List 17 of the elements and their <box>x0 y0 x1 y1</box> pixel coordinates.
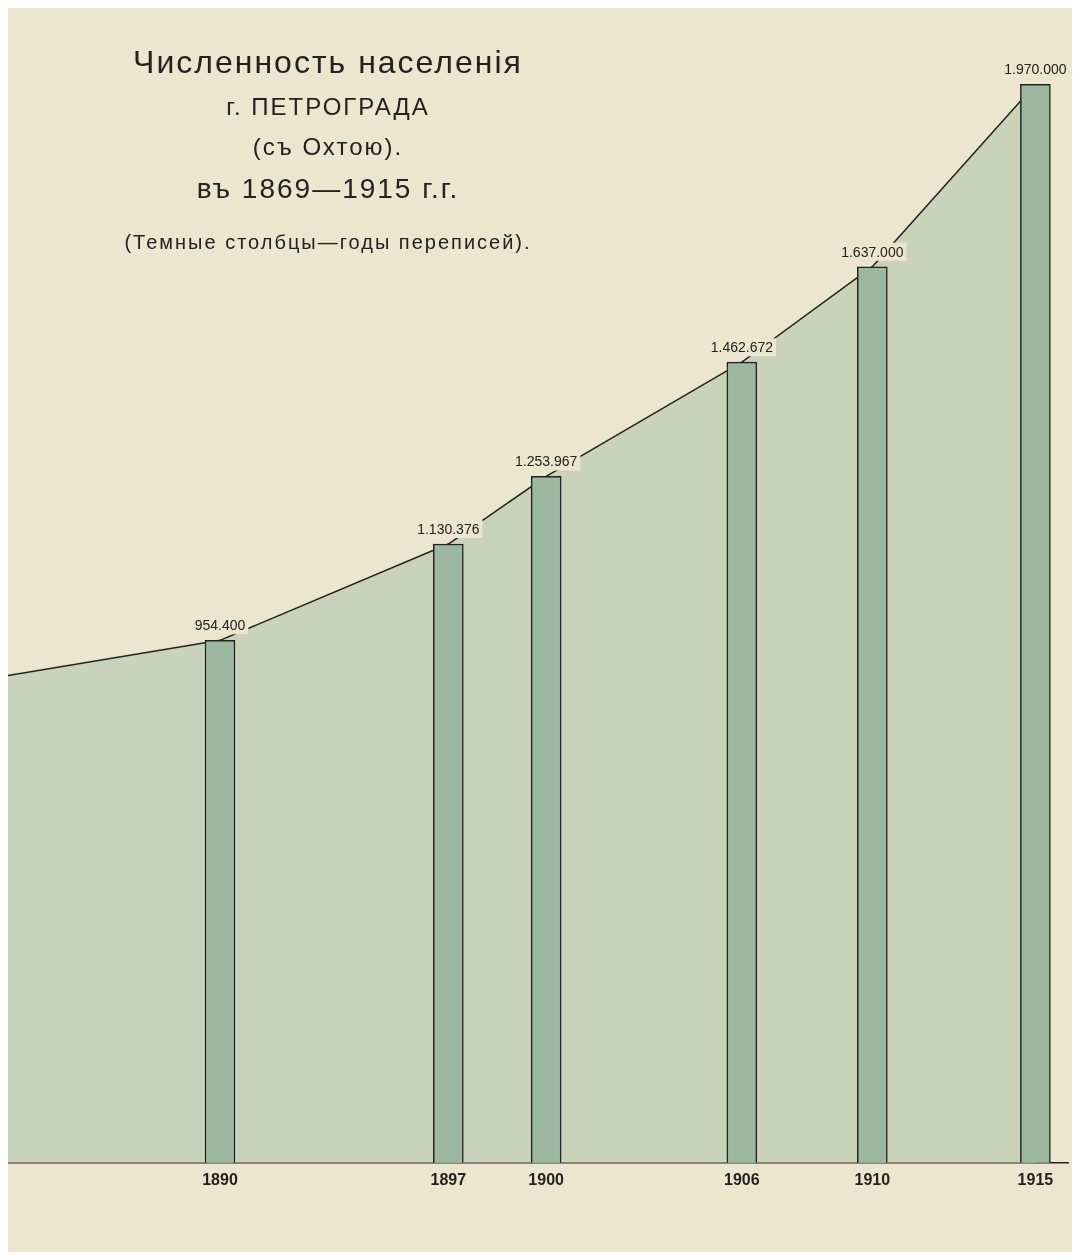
annotation: въ 1869—1915 г.г. <box>195 173 461 205</box>
data-label: 1.462.672 <box>710 338 774 355</box>
x-tick-label: 1897 <box>430 1170 467 1188</box>
annotation: (съ Охтою). <box>251 133 405 161</box>
data-label: 1.253.967 <box>515 453 578 470</box>
data-label: 954.400 <box>194 617 246 634</box>
x-tick-label: 1910 <box>854 1170 891 1188</box>
data-label: 1.637.000 <box>841 243 904 260</box>
chart-title: Численность населенія <box>132 44 524 81</box>
x-tick-label: 1906 <box>724 1170 760 1188</box>
data-label: 1.130.376 <box>417 520 480 537</box>
x-tick-label: 1900 <box>528 1170 565 1188</box>
annotation: (Темные столбцы—годы переписей). <box>123 231 533 254</box>
chart-subtitle: г. ПЕТРОГРАДА <box>225 93 431 121</box>
data-label: 1.970.000 <box>1004 61 1067 78</box>
x-tick-label: 1915 <box>1017 1170 1054 1188</box>
x-tick-label: 1890 <box>202 1170 238 1188</box>
